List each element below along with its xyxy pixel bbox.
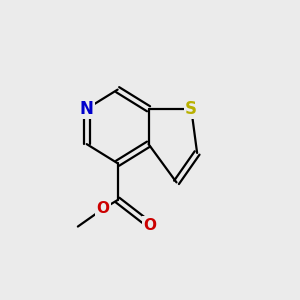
- Text: S: S: [185, 100, 197, 118]
- Text: N: N: [80, 100, 94, 118]
- Text: O: O: [96, 201, 110, 216]
- Text: O: O: [143, 218, 157, 232]
